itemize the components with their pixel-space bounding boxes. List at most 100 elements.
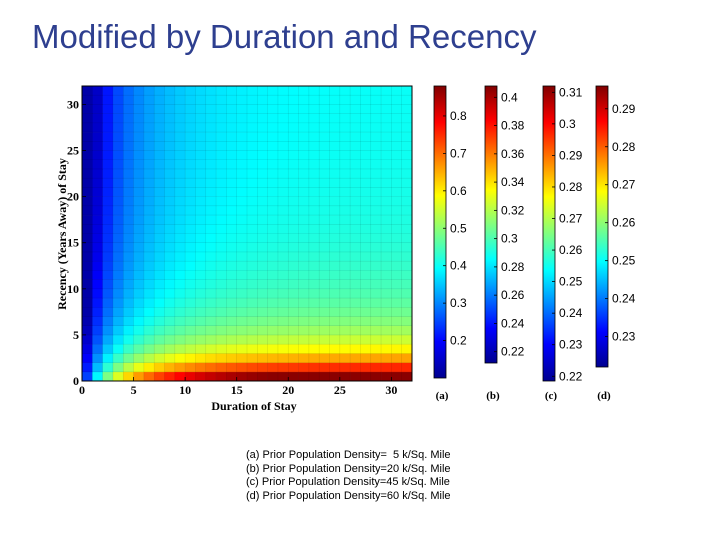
- heatmap-cell: [308, 141, 320, 151]
- heatmap-cell: [360, 307, 372, 317]
- heatmap-cell: [154, 187, 165, 197]
- heatmap-cell: [185, 316, 196, 326]
- heatmap-cell: [267, 187, 279, 197]
- heatmap-cell: [195, 141, 207, 151]
- heatmap-cell: [102, 261, 114, 271]
- heatmap-cell: [133, 288, 145, 299]
- heatmap-cell: [195, 205, 207, 216]
- heatmap-cell: [350, 270, 361, 280]
- heatmap-cell: [133, 325, 145, 336]
- colorbar-tick-label: 0.24: [559, 306, 583, 320]
- heatmap-cell: [112, 224, 124, 234]
- heatmap-cell: [82, 298, 93, 308]
- heatmap-cell: [370, 215, 382, 225]
- heatmap-cell: [370, 344, 382, 354]
- y-tick-label: 5: [73, 328, 79, 342]
- heatmap-cell: [236, 196, 248, 207]
- heatmap-cell: [267, 205, 279, 216]
- heatmap-cell: [154, 224, 165, 234]
- heatmap-cell: [319, 104, 330, 114]
- heatmap-cell: [319, 344, 330, 354]
- heatmap-cell: [216, 344, 227, 354]
- heatmap-cell: [195, 187, 207, 197]
- heatmap-cell: [370, 95, 382, 105]
- heatmap-cell: [350, 325, 361, 336]
- heatmap-cell: [298, 233, 310, 244]
- heatmap-cell: [123, 104, 134, 114]
- heatmap-cell: [112, 187, 124, 197]
- heatmap-cell: [308, 353, 320, 363]
- heatmap-cell: [92, 95, 103, 105]
- heatmap-cell: [92, 353, 103, 363]
- heatmap-cell: [195, 224, 207, 234]
- heatmap-cell: [257, 307, 268, 317]
- heatmap-cell: [381, 316, 392, 326]
- heatmap-cell: [298, 242, 310, 253]
- heatmap-cell: [123, 86, 134, 96]
- heatmap-cell: [370, 113, 382, 124]
- heatmap-cell: [133, 205, 145, 216]
- heatmap-cell: [401, 279, 413, 290]
- heatmap-cell: [205, 196, 217, 207]
- heatmap-cell: [267, 95, 279, 105]
- heatmap-cell: [216, 168, 227, 179]
- heatmap-cell: [236, 279, 248, 290]
- heatmap-cell: [308, 95, 320, 105]
- heatmap-cell: [226, 242, 237, 253]
- heatmap-cell: [133, 150, 145, 161]
- heatmap-cell: [185, 122, 196, 133]
- colorbar-tick-label: 0.29: [612, 102, 636, 116]
- heatmap-cell: [350, 132, 361, 142]
- heatmap-cell: [350, 150, 361, 161]
- heatmap-cell: [391, 307, 402, 317]
- heatmap-cell: [401, 362, 413, 373]
- heatmap-cell: [195, 279, 207, 290]
- heatmap-cell: [236, 242, 248, 253]
- colorbar-tick-label: 0.22: [559, 369, 583, 383]
- heatmap-cell: [236, 261, 248, 271]
- heatmap-cell: [123, 95, 134, 105]
- heatmap-cell: [226, 187, 237, 197]
- heatmap-cell: [247, 261, 258, 271]
- colorbar-b: 0.4 0.38 0.36 0.34 0.32 0.3 0.28 0.26 0.24 0.22 (b…: [484, 85, 525, 402]
- heatmap-cell: [123, 251, 134, 262]
- heatmap-cell: [267, 215, 279, 225]
- heatmap-cell: [298, 113, 310, 124]
- heatmap-cell: [133, 187, 145, 197]
- heatmap-cell: [185, 205, 196, 216]
- heatmap-cell: [391, 132, 402, 142]
- heatmap-cell: [319, 270, 330, 280]
- heatmap-cell: [195, 122, 207, 133]
- heatmap-cell: [298, 168, 310, 179]
- heatmap-cell: [226, 95, 237, 105]
- heatmap-cell: [102, 178, 114, 188]
- heatmap-cell: [205, 224, 217, 234]
- heatmap-cell: [216, 371, 227, 382]
- heatmap-cell: [360, 344, 372, 354]
- heatmap-cell: [298, 288, 310, 299]
- heatmap-cell: [164, 215, 176, 225]
- heatmap-cell: [308, 113, 320, 124]
- heatmap-cell: [298, 95, 310, 105]
- heatmap-cell: [288, 334, 299, 345]
- plot-frame: [81, 85, 413, 382]
- heatmap-cell: [195, 261, 207, 271]
- heatmap-cell: [288, 261, 299, 271]
- heatmap-cell: [82, 316, 93, 326]
- heatmap-cell: [391, 141, 402, 151]
- heatmap-cell: [205, 242, 217, 253]
- heatmap-cell: [82, 104, 93, 114]
- heatmap-cell: [92, 270, 103, 280]
- heatmap-cell: [195, 298, 207, 308]
- heatmap-cell: [185, 261, 196, 271]
- heatmap-cell: [360, 362, 372, 373]
- heatmap-cell: [339, 113, 351, 124]
- legend-line-c: (c) Prior Population Density=45 k/Sq. Mi…: [246, 476, 450, 488]
- heatmap-cell: [339, 279, 351, 290]
- heatmap-cell: [112, 159, 124, 170]
- heatmap-cell: [102, 251, 114, 262]
- heatmap-cell: [308, 261, 320, 271]
- colorbar-tick-label: 0.5: [450, 221, 467, 235]
- heatmap-cell: [205, 150, 217, 161]
- heatmap-cell: [123, 371, 134, 382]
